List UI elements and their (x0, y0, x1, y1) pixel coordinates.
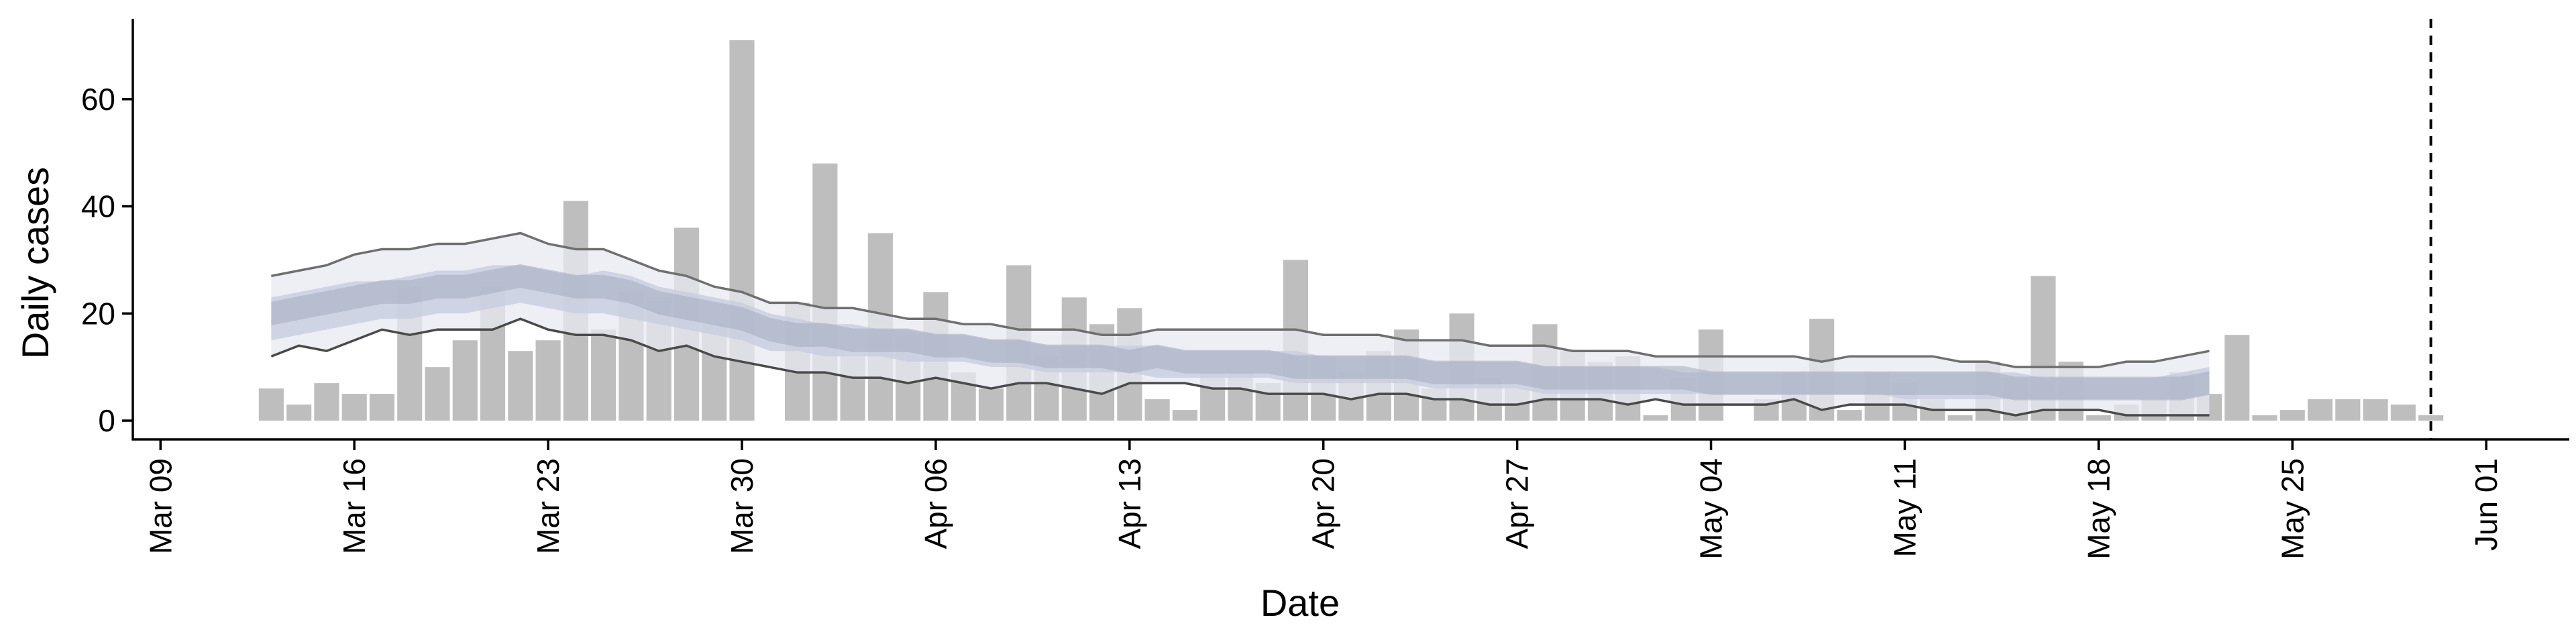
estimate-band-layer (271, 233, 2210, 416)
case-bar (425, 367, 450, 421)
case-bar (2307, 399, 2333, 421)
case-bar (2224, 335, 2250, 421)
interval-lines-layer (270, 231, 2210, 417)
median-band (271, 264, 2210, 400)
case-bar (591, 329, 616, 421)
case-bar (369, 394, 395, 421)
case-bar (1643, 415, 1668, 421)
case-bar (1837, 410, 1862, 421)
case-bar (2363, 399, 2388, 421)
case-bar (812, 163, 838, 421)
case-bar (535, 340, 561, 421)
x-tick-label: May 25 (2275, 458, 2310, 559)
x-tick-label: Mar 16 (337, 458, 372, 554)
x-tick-label: Apr 13 (1112, 458, 1147, 549)
y-tick-label: 40 (81, 189, 115, 224)
y-tick-label: 60 (81, 82, 115, 117)
x-tick-label: Mar 30 (724, 458, 759, 554)
case-bar (286, 405, 312, 421)
x-axis-ticks: Mar 09 Mar 16 Mar 23 Mar 30 Apr 06 Apr 13 Apr … (143, 439, 2504, 559)
case-bar (2252, 415, 2277, 421)
upper-interval-line (271, 231, 2210, 368)
axes (131, 19, 2569, 441)
case-bar (2418, 415, 2444, 421)
case-bar (508, 351, 533, 421)
case-bar (1947, 415, 1973, 421)
case-bar (2279, 410, 2305, 421)
x-tick-label: Apr 06 (918, 458, 953, 549)
y-axis-title: Daily cases (14, 167, 56, 359)
case-bar (1172, 410, 1197, 421)
x-tick-label: Apr 20 (1306, 458, 1341, 549)
x-tick-label: May 18 (2081, 458, 2116, 559)
case-bar (341, 394, 367, 421)
x-axis-title: Date (1260, 582, 1340, 624)
case-bar (258, 388, 284, 421)
case-bar (2390, 405, 2416, 421)
x-tick-label: May 11 (1887, 458, 1922, 557)
x-tick-label: Mar 09 (143, 458, 178, 554)
plot-area (258, 19, 2444, 439)
x-tick-label: May 04 (1694, 458, 1729, 559)
case-bar (314, 383, 339, 421)
y-tick-label: 0 (98, 403, 115, 438)
y-tick-label: 20 (81, 296, 115, 331)
x-tick-label: Mar 23 (531, 458, 566, 554)
x-tick-label: Jun 01 (2469, 458, 2504, 551)
case-bar (2086, 415, 2111, 421)
y-axis-ticks: 0 20 40 60 (81, 82, 133, 438)
x-tick-label: Apr 27 (1500, 458, 1535, 549)
case-bar (1144, 399, 1170, 421)
outer-credible-band (271, 233, 2210, 416)
lower-interval-line (270, 317, 2210, 417)
case-bar (452, 340, 478, 421)
case-bar (2335, 399, 2361, 421)
case-bar (978, 388, 1004, 421)
